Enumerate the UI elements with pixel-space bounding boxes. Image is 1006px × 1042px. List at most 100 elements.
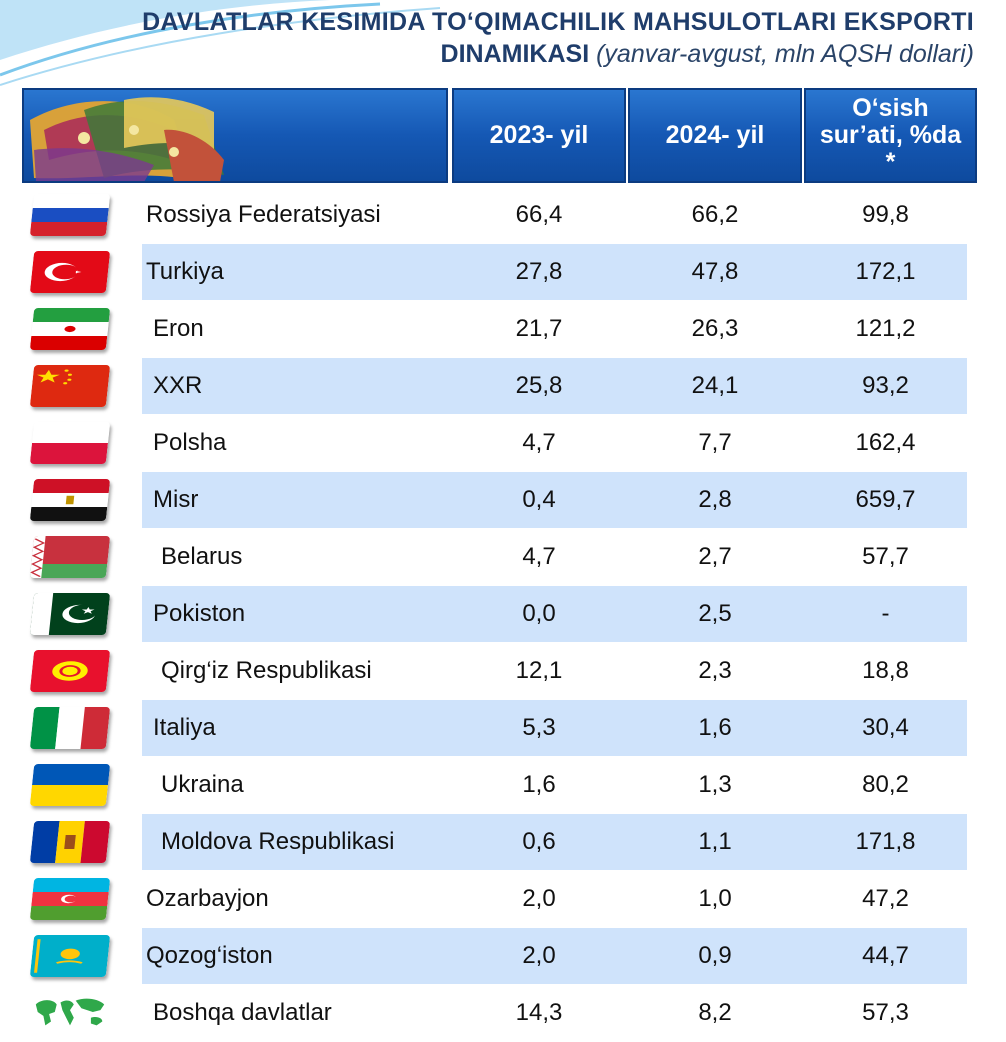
country-name: Moldova Respublikasi [161, 828, 395, 855]
table-row: Qirg‘iz Respublikasi 12,1 2,3 18,8 [22, 643, 967, 699]
table-row: Eron 21,7 26,3 121,2 [22, 301, 967, 357]
value-2023: 14,3 [515, 999, 563, 1026]
iran-flag-icon [29, 308, 111, 350]
title-line-2: DINAMIKASI (yanvar-avgust, mln AQSH doll… [142, 38, 974, 70]
row-band [142, 244, 967, 300]
value-2024: 2,8 [698, 486, 732, 513]
kyrgyzstan-flag-icon [29, 650, 111, 692]
table-row: Ozarbayjon 2,0 1,0 47,2 [22, 871, 967, 927]
kazakhstan-flag-icon [29, 935, 111, 977]
value-2024: 26,3 [691, 315, 739, 342]
country-name: Polsha [153, 429, 227, 456]
country-name: Belarus [161, 543, 243, 570]
value-2023: 0,0 [522, 600, 556, 627]
title-line-2-bold: DINAMIKASI [440, 40, 590, 68]
header-growth-line-3: * [885, 148, 896, 176]
growth-rate: 18,8 [862, 657, 909, 684]
value-2023: 0,6 [522, 828, 556, 855]
value-2024: 7,7 [698, 429, 732, 456]
country-name: Misr [153, 486, 199, 513]
header-2023: 2023- yil [452, 88, 626, 183]
growth-rate: 44,7 [862, 942, 909, 969]
country-name: Eron [153, 315, 204, 342]
growth-rate: 30,4 [862, 714, 909, 741]
growth-rate: 659,7 [855, 486, 916, 513]
page-title: DAVLATLAR KESIMIDA TO‘QIMACHILIK MAHSULO… [142, 6, 974, 70]
table-row: Misr 0,4 2,8 659,7 [22, 472, 967, 528]
value-2023: 4,7 [522, 429, 556, 456]
world-map-icon [32, 992, 108, 1034]
value-2023: 27,8 [515, 258, 563, 285]
value-2023: 2,0 [522, 942, 556, 969]
growth-rate: 57,7 [862, 543, 909, 570]
value-2024: 1,1 [698, 828, 732, 855]
country-name: Boshqa davlatlar [153, 999, 332, 1026]
value-2024: 2,5 [698, 600, 732, 627]
country-name: Turkiya [146, 258, 224, 285]
growth-rate: - [881, 600, 890, 627]
row-band [142, 814, 967, 870]
value-2023: 4,7 [522, 543, 556, 570]
growth-rate: 80,2 [862, 771, 909, 798]
turkey-flag-icon [29, 251, 111, 293]
header-growth-line-2: sur’ati, %da [819, 121, 962, 149]
growth-rate: 121,2 [855, 315, 916, 342]
ukraine-flag-icon [29, 764, 111, 806]
value-2024: 2,3 [698, 657, 732, 684]
header-2024: 2024- yil [628, 88, 802, 183]
growth-rate: 93,2 [862, 372, 909, 399]
growth-rate: 162,4 [855, 429, 916, 456]
growth-rate: 47,2 [862, 885, 909, 912]
value-2024: 1,6 [698, 714, 732, 741]
azerbaijan-flag-icon [29, 878, 111, 920]
belarus-flag-icon [29, 536, 111, 578]
poland-flag-icon [29, 422, 111, 464]
country-name: XXR [153, 372, 203, 399]
value-2024: 1,0 [698, 885, 732, 912]
country-name: Italiya [153, 714, 216, 741]
value-2023: 1,6 [522, 771, 556, 798]
value-2023: 5,3 [522, 714, 556, 741]
growth-rate: 99,8 [862, 201, 909, 228]
table-row: Boshqa davlatlar 14,3 8,2 57,3 [22, 985, 967, 1041]
table-row: Turkiya 27,8 47,8 172,1 [22, 244, 967, 300]
moldova-flag-icon [29, 821, 111, 863]
value-2024: 2,7 [698, 543, 732, 570]
value-2024: 1,3 [698, 771, 732, 798]
fabric-image [22, 88, 448, 183]
table-row: Qozog‘iston 2,0 0,9 44,7 [22, 928, 967, 984]
row-band [142, 358, 967, 414]
country-name: Pokiston [153, 600, 246, 627]
decorative-swoosh [0, 0, 441, 86]
header-growth-line-1: O‘sish [852, 94, 929, 122]
country-name: Rossiya Federatsiyasi [146, 201, 381, 228]
value-2023: 2,0 [522, 885, 556, 912]
italy-flag-icon [29, 707, 111, 749]
table-row: XXR 25,8 24,1 93,2 [22, 358, 967, 414]
china-flag-icon [29, 365, 111, 407]
value-2023: 21,7 [515, 315, 563, 342]
row-band [142, 700, 967, 756]
table-row: Belarus 4,7 2,7 57,7 [22, 529, 967, 585]
table-row: Polsha 4,7 7,7 162,4 [22, 415, 967, 471]
growth-rate: 57,3 [862, 999, 909, 1026]
value-2023: 66,4 [515, 201, 563, 228]
table-row: Ukraina 1,6 1,3 80,2 [22, 757, 967, 813]
table-row: Pokiston 0,0 2,5 - [22, 586, 967, 642]
growth-rate: 172,1 [855, 258, 916, 285]
value-2023: 12,1 [515, 657, 563, 684]
table-row: Italiya 5,3 1,6 30,4 [22, 700, 967, 756]
header-growth: O‘sish sur’ati, %da * [804, 88, 977, 183]
country-name: Qozog‘iston [146, 942, 273, 969]
country-name: Qirg‘iz Respublikasi [161, 657, 372, 684]
country-name: Ozarbayjon [146, 885, 269, 912]
title-subtitle: (yanvar-avgust, mln AQSH dollari) [596, 40, 974, 68]
value-2024: 24,1 [691, 372, 739, 399]
pakistan-flag-icon [29, 593, 111, 635]
value-2024: 47,8 [691, 258, 739, 285]
row-band [142, 586, 967, 642]
value-2024: 8,2 [698, 999, 732, 1026]
row-band [142, 928, 967, 984]
title-line-1: DAVLATLAR KESIMIDA TO‘QIMACHILIK MAHSULO… [142, 8, 974, 36]
row-band [142, 472, 967, 528]
